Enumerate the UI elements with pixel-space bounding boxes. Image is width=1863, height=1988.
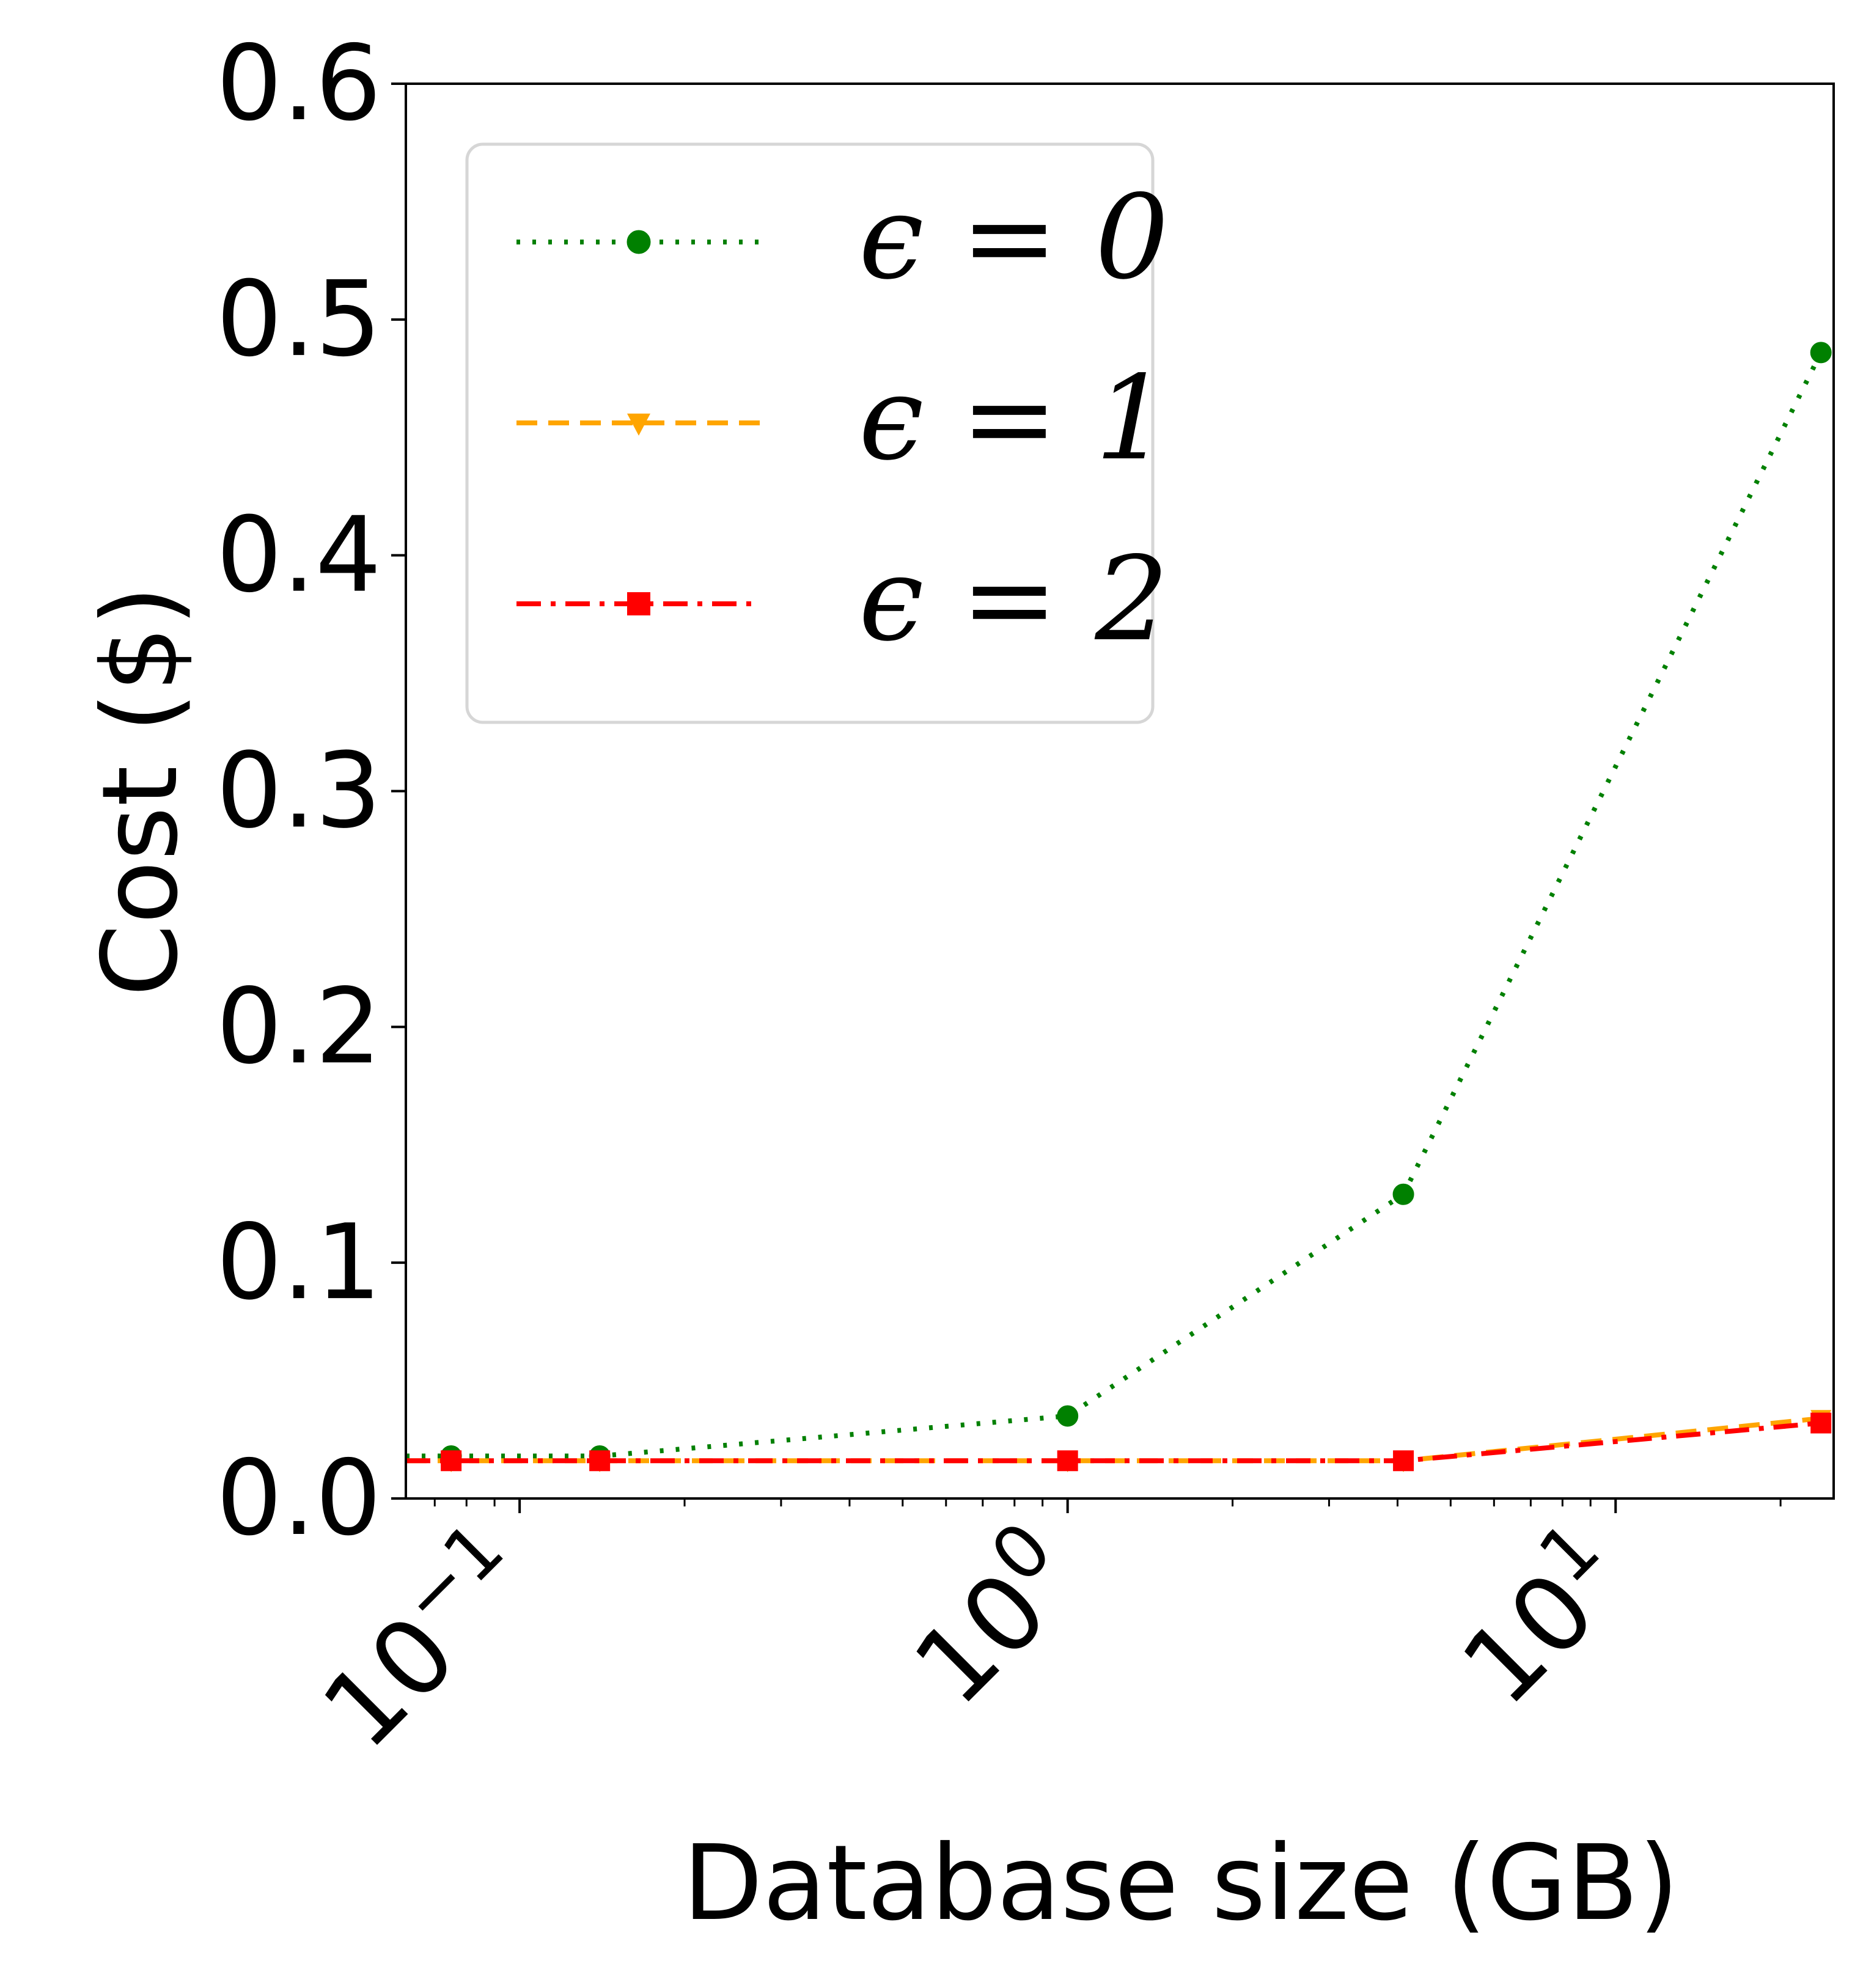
y-tick-label: 0.3 [216, 731, 381, 852]
data-point [1393, 1450, 1414, 1472]
legend-label: ϵ = 2 [859, 532, 1169, 667]
x-axis-label: Database size (GB) [683, 1823, 1679, 1944]
y-tick-label: 0.2 [216, 966, 381, 1087]
data-point [1392, 1183, 1414, 1205]
legend-entry: ϵ = 2 [516, 532, 1169, 667]
data-point [1810, 1412, 1832, 1434]
legend-entry: ϵ = 0 [516, 170, 1169, 305]
data-point [1057, 1405, 1079, 1427]
data-point [1810, 342, 1832, 364]
series-line [406, 1420, 1821, 1464]
legend: ϵ = 0 ϵ = 1 ϵ = 2 [465, 142, 1169, 724]
data-point [627, 230, 651, 254]
y-tick-label: 0.0 [216, 1438, 381, 1559]
legend-label: ϵ = 0 [859, 170, 1169, 305]
y-tick-label: 0.1 [216, 1202, 381, 1323]
data-point [627, 592, 650, 615]
plot-marks [406, 342, 1832, 1472]
y-axis-label: Cost ($) [80, 585, 201, 997]
legend-entry: ϵ = 1 [516, 351, 1169, 486]
data-point [627, 413, 650, 436]
data-point [589, 1450, 611, 1472]
x-tick-label: 101 [1430, 1506, 1652, 1728]
y-tick-label: 0.5 [216, 259, 381, 380]
y-tick-label: 0.6 [216, 23, 381, 144]
legend-box [465, 142, 1155, 724]
x-tick-label: 100 [881, 1506, 1103, 1728]
data-point [441, 1450, 462, 1472]
data-point [1057, 1450, 1078, 1472]
series-2 [406, 1412, 1832, 1472]
y-tick-label: 0.4 [216, 495, 381, 616]
series-line [406, 1415, 1821, 1464]
legend-label: ϵ = 1 [859, 351, 1169, 486]
